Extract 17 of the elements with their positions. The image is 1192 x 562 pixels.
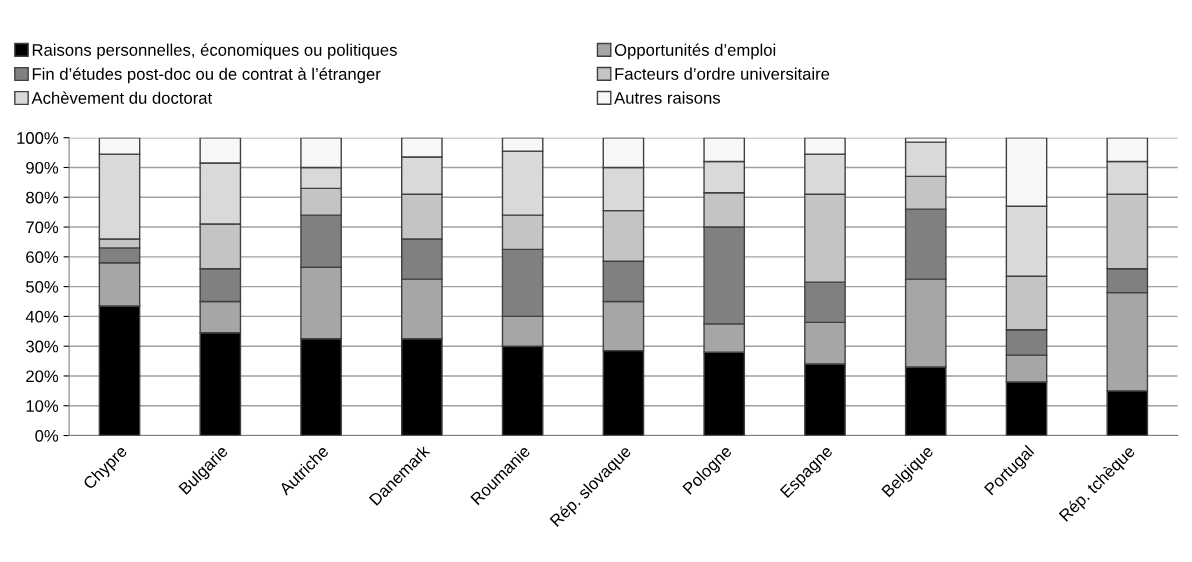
y-tick-label: 90% bbox=[26, 161, 59, 174]
legend-label: Fin d’études post-doc ou de contrat à l’étranger bbox=[32, 67, 381, 84]
y-tick-label: 50% bbox=[26, 281, 59, 293]
y-tick-label: 10% bbox=[26, 400, 59, 412]
legend-label: Achèvement du doctorat bbox=[31, 91, 213, 104]
y-tick-label: 30% bbox=[26, 340, 59, 353]
legend-label: Facteurs d’ordre universitaire bbox=[615, 67, 830, 80]
y-tick-label: 40% bbox=[25, 310, 59, 323]
y-tick-label: 0% bbox=[35, 429, 59, 442]
y-tick-label: 60% bbox=[26, 251, 59, 264]
y-tick-label: 80% bbox=[26, 191, 59, 204]
legend-label: Autres raisons bbox=[614, 91, 721, 104]
y-tick-label: 20% bbox=[26, 370, 59, 383]
legend-label: Raisons personnelles, économiques ou politiques bbox=[32, 43, 397, 60]
y-tick-label: 70% bbox=[26, 221, 59, 234]
legend-label: Opportunités d’emploi bbox=[614, 43, 776, 60]
y-tick-label: 100% bbox=[17, 132, 59, 144]
